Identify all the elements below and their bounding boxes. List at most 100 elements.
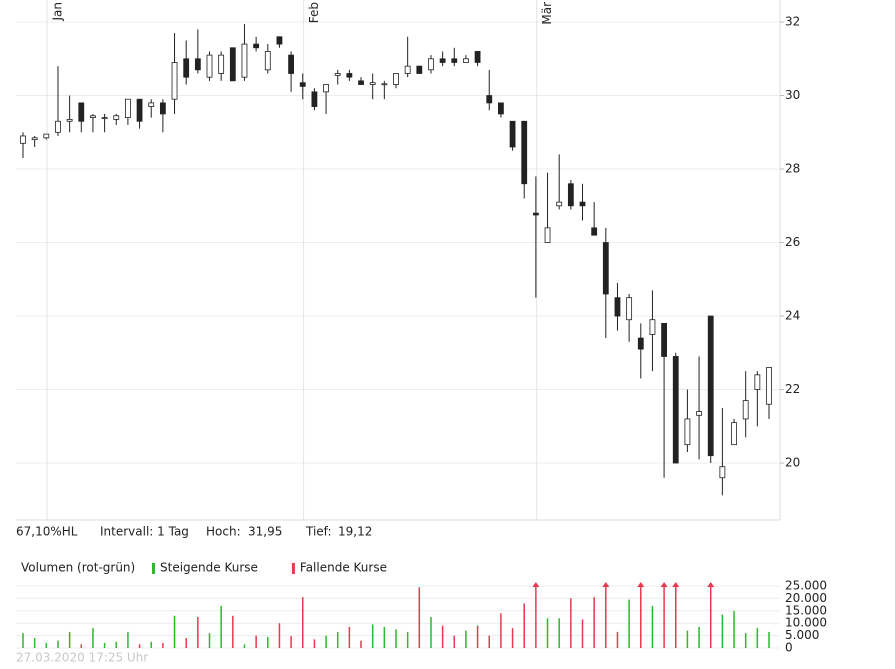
volume-bar	[80, 644, 83, 648]
candle-body	[754, 374, 761, 390]
volume-bar	[581, 619, 584, 648]
candle-body	[194, 58, 201, 71]
candle-body	[591, 227, 598, 236]
y-tick-label: 28	[785, 162, 800, 176]
y-tick-label: 26	[785, 235, 800, 249]
volume-bar	[523, 603, 525, 648]
volume-bar	[267, 636, 269, 648]
candle-body	[101, 117, 108, 119]
high-value: 31,95	[248, 525, 282, 539]
x-tick-label: Mär	[540, 2, 554, 25]
candle-body	[614, 297, 621, 317]
volume-bar	[535, 586, 537, 648]
candle-body	[498, 102, 504, 115]
overflow-arrow	[707, 582, 715, 587]
volume-bar	[150, 641, 152, 648]
volume-bar	[418, 587, 421, 648]
candle-body	[334, 73, 341, 76]
volume-bar	[570, 598, 572, 648]
legend-label: Fallende Kurse	[300, 561, 387, 575]
candle-body	[159, 102, 166, 115]
candle-body	[264, 51, 271, 71]
low-label: Tief:	[305, 525, 332, 539]
candle-body	[183, 58, 190, 78]
y-tick-label: 30	[785, 88, 800, 102]
volume-bar	[302, 597, 304, 648]
volume-bar	[22, 633, 24, 648]
volume-bar	[406, 631, 409, 648]
volume-bar	[675, 586, 677, 648]
volume-bar	[488, 635, 490, 648]
legend-swatch	[152, 563, 155, 574]
low-value: 19,12	[338, 525, 372, 539]
y-tick-label: 22	[785, 382, 800, 396]
volume-bar	[220, 605, 222, 648]
volume-bar	[686, 630, 689, 648]
volume-bar	[733, 610, 735, 648]
candle-body	[78, 102, 85, 122]
volume-bar	[243, 644, 246, 648]
volume-bar	[453, 635, 456, 648]
volume-bar	[138, 644, 141, 648]
volume-bar	[360, 640, 362, 648]
legend-swatch	[291, 563, 295, 574]
volume-bar	[709, 586, 712, 648]
candle-body	[136, 98, 143, 122]
overflow-arrow	[660, 582, 668, 587]
candle-body	[637, 337, 644, 350]
volume-bar	[430, 617, 432, 648]
volume-bar	[348, 626, 351, 648]
candle-body	[381, 83, 388, 86]
candle-body	[463, 58, 469, 63]
candle-body	[719, 466, 726, 479]
candle-body	[369, 82, 376, 85]
y-tick-label: 24	[785, 309, 800, 323]
candle-body	[241, 43, 248, 78]
volume-bar	[465, 630, 467, 648]
volume-bar	[500, 613, 502, 648]
overflow-arrow	[672, 582, 680, 587]
volume-bar	[441, 625, 444, 648]
legend-label: Steigende Kurse	[160, 561, 258, 575]
volume-bar	[325, 635, 327, 648]
candle-body	[90, 115, 96, 118]
volume-bar	[768, 631, 770, 648]
volume-title: Volumen (rot-grün)	[21, 561, 135, 575]
volume-bar	[721, 614, 724, 648]
volume-bar	[663, 586, 665, 648]
hl-info: 67,10%HL	[16, 525, 78, 539]
volume-bar	[127, 631, 129, 648]
candle-body	[661, 322, 667, 357]
candle-body	[253, 43, 260, 49]
volume-bar	[383, 626, 386, 648]
candle-body	[358, 80, 364, 85]
volume-bar	[511, 628, 514, 648]
volume-bar	[640, 586, 642, 648]
volume-bar	[616, 631, 619, 648]
y-tick-label: 25.000	[785, 579, 827, 593]
volume-bar	[278, 623, 281, 648]
candle-body	[556, 201, 563, 207]
candle-body	[731, 422, 737, 446]
candle-body	[346, 73, 353, 78]
volume-bar	[371, 624, 374, 648]
candle-body	[696, 411, 702, 416]
candle-body	[113, 115, 120, 120]
y-tick-label: 15.000	[785, 603, 827, 617]
candle-body	[404, 65, 411, 74]
candle-body	[299, 82, 306, 87]
volume-bar	[115, 641, 117, 648]
volume-bar	[68, 631, 71, 648]
volume-bar	[173, 615, 176, 648]
candle-body	[171, 62, 178, 100]
volume-bar	[476, 625, 479, 648]
overflow-arrow	[602, 582, 610, 587]
candle-body	[672, 356, 679, 464]
candle-body	[229, 47, 236, 82]
candle-body	[276, 36, 283, 45]
volume-bar	[313, 639, 316, 648]
timestamp: 27.03.2020 17:25 Uhr	[16, 651, 148, 665]
candle-body	[66, 119, 73, 122]
candle-body	[532, 212, 539, 216]
